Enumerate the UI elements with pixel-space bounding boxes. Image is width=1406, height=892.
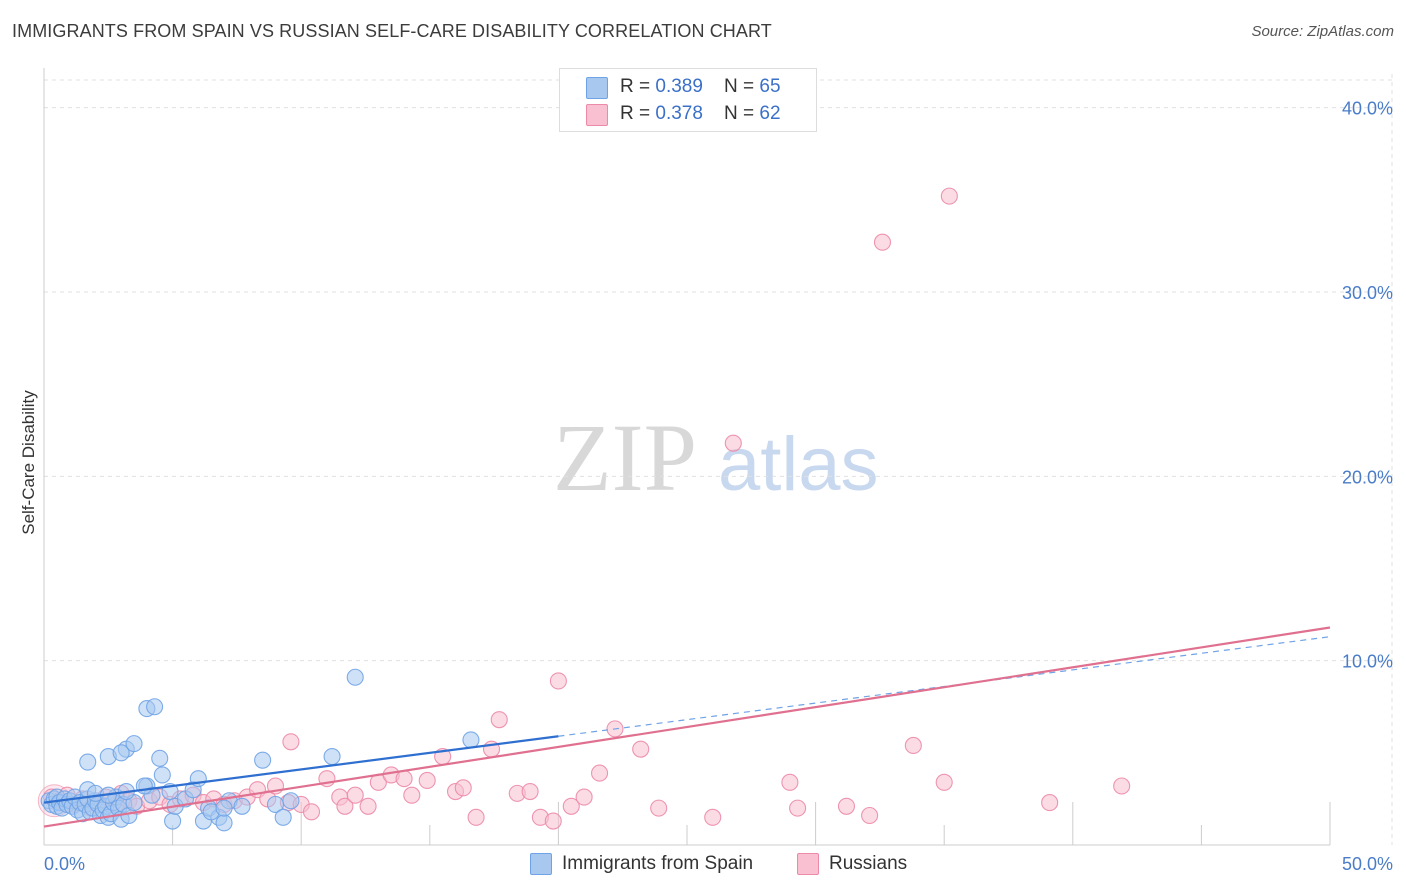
point-spain	[125, 735, 143, 753]
point-russians	[837, 797, 856, 815]
bottom-legend-label-spain: Immigrants from Spain	[562, 853, 754, 874]
watermark-atlas: atlas	[718, 422, 879, 507]
legend-swatch-russians	[586, 104, 608, 126]
point-spain	[164, 812, 182, 830]
legend-n-value: 65	[759, 76, 781, 97]
point-russians	[562, 797, 580, 815]
point-russians	[549, 672, 567, 690]
point-spain	[146, 698, 164, 716]
legend-n-value: 62	[759, 103, 781, 124]
bottom-legend-swatch-russians	[797, 853, 819, 875]
legend-n-label: N =	[724, 103, 760, 124]
point-spain	[274, 808, 292, 826]
point-russians	[302, 803, 321, 821]
bottom-legend-swatch-spain	[530, 853, 552, 875]
trend-lines	[43, 626, 1331, 828]
y-tick-label: 10.0%	[1342, 652, 1393, 672]
watermark-zip: ZIP	[553, 404, 697, 511]
point-russians	[704, 808, 722, 826]
point-russians	[632, 740, 650, 758]
point-russians	[575, 788, 593, 806]
point-russians	[418, 771, 436, 790]
point-russians	[724, 434, 742, 452]
point-spain	[323, 747, 341, 766]
point-russians	[861, 806, 879, 825]
source-label: Source: ZipAtlas.com	[1251, 23, 1394, 40]
legend-r-value: 0.389	[655, 76, 703, 97]
y-tick-label: 30.0%	[1342, 283, 1393, 303]
point-russians	[336, 797, 354, 815]
point-spain	[215, 799, 233, 817]
point-spain	[233, 797, 251, 815]
point-spain	[135, 777, 153, 795]
point-russians	[544, 812, 562, 830]
point-russians	[359, 797, 377, 815]
point-russians	[467, 808, 485, 826]
point-russians	[521, 782, 539, 801]
point-russians	[403, 786, 421, 804]
legend-r-label: R =	[620, 103, 656, 124]
point-russians	[346, 786, 364, 804]
x-tick-label: 50.0%	[1342, 854, 1393, 874]
point-russians	[490, 711, 508, 729]
bottom-legend-label-russians: Russians	[829, 853, 908, 874]
x-tick-label: 0.0%	[44, 854, 85, 874]
point-russians	[935, 773, 953, 791]
legend-r-label: R =	[620, 76, 656, 97]
point-russians	[873, 233, 892, 251]
legend-r-value: 0.378	[655, 103, 703, 124]
y-tick-label: 20.0%	[1342, 467, 1393, 487]
point-russians	[904, 736, 922, 755]
chart-title: IMMIGRANTS FROM SPAIN VS RUSSIAN SELF-CA…	[12, 21, 772, 41]
point-spain	[282, 792, 300, 810]
legend-n-label: N =	[724, 76, 760, 97]
point-spain	[112, 744, 130, 762]
point-spain	[153, 766, 171, 784]
correlation-legend: R = 0.389 N = 65 R = 0.378 N = 62	[559, 68, 817, 132]
trendline-spain	[43, 735, 559, 804]
point-spain	[151, 749, 169, 767]
point-spain	[346, 668, 364, 686]
point-russians	[395, 770, 413, 788]
point-russians	[1041, 794, 1059, 812]
point-russians	[1113, 777, 1131, 795]
point-russians	[454, 779, 472, 797]
point-spain	[254, 751, 272, 769]
point-spain	[462, 731, 480, 749]
point-russians	[282, 733, 300, 751]
point-russians	[591, 764, 609, 782]
point-russians	[789, 799, 807, 817]
data-points	[37, 187, 1131, 832]
point-spain	[79, 753, 97, 771]
y-tick-label: 40.0%	[1342, 99, 1393, 119]
axes	[43, 68, 1331, 846]
y-axis-title: Self-Care Disability	[19, 390, 38, 535]
trendline-russians	[43, 626, 1331, 828]
point-spain	[215, 814, 233, 832]
axis-labels: 10.0% 20.0% 30.0% 40.0% 0.0% 50.0% Self-Care D…	[19, 99, 1393, 874]
legend-swatch-spain	[586, 77, 608, 99]
point-russians	[650, 799, 668, 817]
point-russians	[940, 187, 958, 205]
point-russians	[781, 773, 799, 791]
